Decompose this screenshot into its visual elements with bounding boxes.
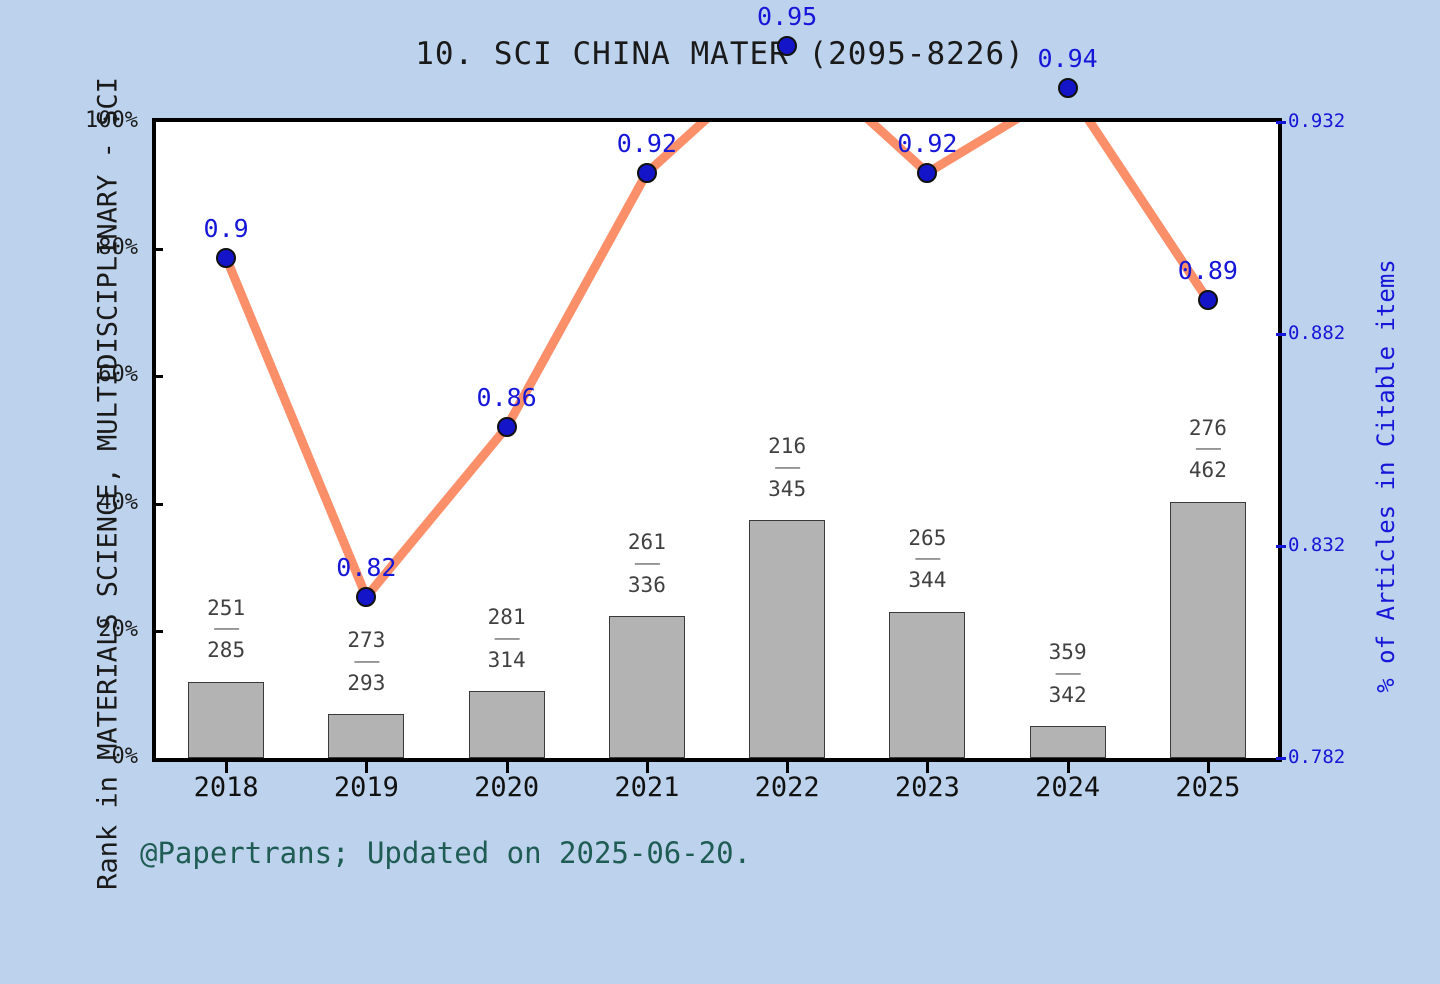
x-tick-mark xyxy=(645,762,649,773)
data-point-2020[interactable] xyxy=(496,417,517,438)
left-tick-label: 100% xyxy=(85,108,138,133)
left-tick-label: 80% xyxy=(98,235,138,261)
left-tick-label: 40% xyxy=(98,489,138,515)
right-tick-label: 0.932 xyxy=(1288,110,1346,132)
right-tick-mark xyxy=(1276,333,1286,336)
bar-label-divider: ——— xyxy=(915,549,940,568)
bar-label-denominator: 293 xyxy=(347,670,386,695)
bar-label-denominator: 345 xyxy=(768,476,807,501)
left-tick-label: 20% xyxy=(98,616,138,642)
bar-2024[interactable] xyxy=(1029,726,1106,758)
bar-label-denominator: 314 xyxy=(487,647,526,672)
x-tick-mark xyxy=(365,762,369,773)
bar-label-denominator: 336 xyxy=(627,572,666,597)
bar-label-2021: 261 ——— 336 xyxy=(587,530,707,597)
bar-2020[interactable] xyxy=(468,691,545,758)
plot-area xyxy=(152,118,1282,762)
x-tick-label-2020: 2020 xyxy=(474,772,540,803)
bar-label-denominator: 285 xyxy=(207,638,246,663)
data-point-2025[interactable] xyxy=(1197,290,1218,311)
bar-2022[interactable] xyxy=(749,520,826,758)
bar-label-numerator: 265 xyxy=(908,525,947,550)
right-axis-title: % of Articles in Citable items xyxy=(1372,259,1400,693)
chart-title: 10. SCI CHINA MATER (2095-8226) xyxy=(415,36,1025,72)
data-point-label-2025: 0.89 xyxy=(1177,256,1238,286)
bar-2019[interactable] xyxy=(328,714,405,758)
x-tick-label-2023: 2023 xyxy=(894,772,960,803)
x-tick-mark xyxy=(505,762,509,773)
data-point-label-2020: 0.86 xyxy=(476,383,537,413)
data-point-label-2019: 0.82 xyxy=(336,552,397,582)
bar-label-divider: ——— xyxy=(1195,439,1221,458)
bar-label-numerator: 359 xyxy=(1048,640,1087,665)
x-tick-label-2022: 2022 xyxy=(754,772,820,803)
bar-label-numerator: 276 xyxy=(1188,415,1227,440)
x-tick-label-2025: 2025 xyxy=(1175,772,1241,803)
bar-label-2019: 273 ——— 293 xyxy=(306,628,426,695)
data-point-label-2023: 0.92 xyxy=(897,128,958,158)
bar-label-numerator: 281 xyxy=(487,605,526,630)
right-tick-label: 0.782 xyxy=(1288,746,1346,768)
x-tick-label-2021: 2021 xyxy=(614,772,680,803)
bar-label-numerator: 251 xyxy=(207,595,246,620)
right-tick-mark xyxy=(1276,545,1286,548)
bar-label-denominator: 344 xyxy=(908,568,947,593)
left-tick-mark xyxy=(152,502,163,506)
data-point-label-2021: 0.92 xyxy=(616,128,677,158)
bar-label-divider: ——— xyxy=(634,553,660,572)
x-tick-mark xyxy=(926,762,930,773)
data-point-label-2022: 0.95 xyxy=(757,1,818,31)
right-tick-mark xyxy=(1276,757,1286,760)
bar-label-2025: 276 ——— 462 xyxy=(1148,416,1268,483)
bar-label-divider: ——— xyxy=(494,628,520,647)
bar-label-denominator: 462 xyxy=(1188,458,1227,483)
bar-label-2018: 251 ——— 285 xyxy=(166,596,286,663)
bar-label-divider: ——— xyxy=(775,457,800,476)
data-point-2019[interactable] xyxy=(356,586,377,607)
x-tick-mark xyxy=(1066,762,1070,773)
left-tick-mark xyxy=(152,629,163,633)
left-tick-mark xyxy=(152,248,163,252)
x-tick-mark xyxy=(225,762,229,773)
x-tick-label-2024: 2024 xyxy=(1035,772,1101,803)
chart-canvas: 10. SCI CHINA MATER (2095-8226) Rank in … xyxy=(85,1,1400,890)
x-tick-label-2019: 2019 xyxy=(333,772,399,803)
data-point-label-2024: 0.94 xyxy=(1037,44,1098,74)
x-tick-mark xyxy=(786,762,790,773)
bar-label-2020: 281 ——— 314 xyxy=(447,605,567,672)
bar-label-numerator: 261 xyxy=(627,530,666,555)
x-tick-label-2018: 2018 xyxy=(193,772,259,803)
data-point-2021[interactable] xyxy=(636,162,657,183)
data-point-2024[interactable] xyxy=(1057,78,1078,99)
left-tick-label: 0% xyxy=(111,744,139,769)
data-point-2023[interactable] xyxy=(917,162,938,183)
right-tick-label: 0.832 xyxy=(1288,534,1346,556)
bar-label-2022: 216 ——— 345 xyxy=(727,434,847,501)
bar-2023[interactable] xyxy=(889,611,966,758)
bar-label-divider: ——— xyxy=(1055,663,1081,682)
line-series-svg xyxy=(221,122,1213,602)
right-tick-mark xyxy=(1276,121,1286,124)
bar-label-numerator: 273 xyxy=(347,628,386,653)
right-tick-label: 0.882 xyxy=(1288,322,1346,344)
data-point-2022[interactable] xyxy=(777,35,798,56)
bar-2018[interactable] xyxy=(188,681,265,758)
bar-2021[interactable] xyxy=(608,616,685,758)
left-tick-mark xyxy=(152,375,163,379)
data-point-2018[interactable] xyxy=(216,247,237,268)
bar-label-divider: ——— xyxy=(214,619,239,638)
x-tick-mark xyxy=(1206,762,1210,773)
data-point-label-2018: 0.9 xyxy=(203,213,249,243)
bar-2025[interactable] xyxy=(1169,501,1246,758)
left-tick-label: 60% xyxy=(98,362,138,388)
bar-label-2023: 265 ——— 344 xyxy=(867,526,987,593)
bar-label-denominator: 342 xyxy=(1048,682,1087,707)
chart-caption: @Papertrans; Updated on 2025-06-20. xyxy=(140,836,752,870)
bar-label-numerator: 216 xyxy=(768,434,807,459)
bar-label-2024: 359 ——— 342 xyxy=(1008,640,1128,707)
bar-label-divider: ——— xyxy=(354,651,379,670)
